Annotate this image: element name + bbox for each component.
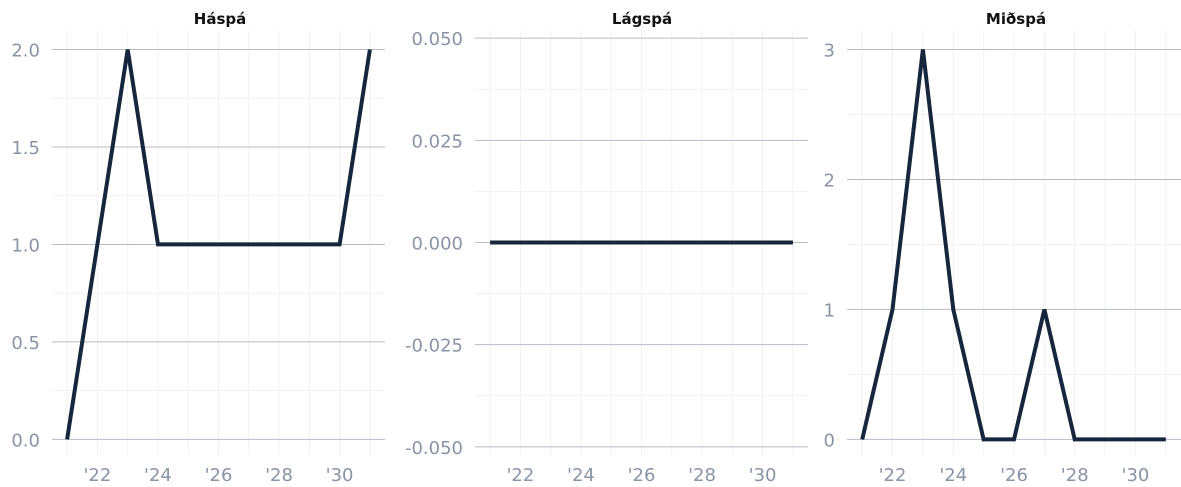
series-line-haspa bbox=[65, 49, 372, 440]
y-tick-label: 1.5 bbox=[11, 138, 40, 159]
panel-lagspa: -0.050 -0.025 0.000 0.025 0.050 '22 '24 '26 '28 '… bbox=[405, 10, 808, 486]
y-tick-label: 1 bbox=[824, 300, 835, 321]
panel-haspa: 0.0 0.5 1.0 1.5 2.0 '22 '24 '26 '28 '30 Háspá bbox=[11, 10, 385, 486]
x-tick-label: '26 bbox=[205, 465, 233, 486]
y-tick-label: 1.0 bbox=[11, 235, 40, 256]
x-tick-label: '26 bbox=[1000, 465, 1028, 486]
x-tick-label: '30 bbox=[749, 465, 777, 486]
panel-title-lagspa: Lágspá bbox=[612, 10, 672, 28]
y-tick-label: 0.0 bbox=[11, 430, 40, 451]
x-tick-label: '22 bbox=[506, 465, 534, 486]
y-tick-label: 0 bbox=[824, 430, 835, 451]
panel-title-haspa: Háspá bbox=[194, 10, 246, 28]
x-tick-label: '24 bbox=[144, 465, 172, 486]
x-tick-label: '28 bbox=[265, 465, 293, 486]
y-tick-label: 0.5 bbox=[11, 333, 40, 354]
x-tick-label: '24 bbox=[939, 465, 967, 486]
x-tick-label: '22 bbox=[879, 465, 907, 486]
panel-title-midspa: Miðspá bbox=[986, 10, 1046, 28]
x-tick-label: '24 bbox=[567, 465, 595, 486]
x-tick-label: '28 bbox=[688, 465, 716, 486]
y-tick-label: 2.0 bbox=[11, 40, 40, 61]
series-line-midspa bbox=[860, 49, 1166, 442]
y-tick-label: 0.025 bbox=[411, 131, 463, 152]
x-tick-label: '30 bbox=[1122, 465, 1150, 486]
y-tick-label: 3 bbox=[824, 40, 835, 61]
y-tick-label: 0.050 bbox=[411, 29, 463, 50]
panel-midspa: 0 1 2 3 '22 '24 '26 '28 '30 Miðspá bbox=[824, 10, 1181, 486]
y-tick-label: -0.050 bbox=[405, 438, 463, 459]
x-tick-label: '30 bbox=[326, 465, 354, 486]
y-tick-label: 2 bbox=[824, 170, 835, 191]
x-tick-label: '26 bbox=[628, 465, 656, 486]
x-tick-label: '22 bbox=[83, 465, 111, 486]
y-tick-label: -0.025 bbox=[405, 336, 463, 357]
y-tick-label: 0.000 bbox=[411, 234, 463, 255]
x-tick-label: '28 bbox=[1061, 465, 1089, 486]
